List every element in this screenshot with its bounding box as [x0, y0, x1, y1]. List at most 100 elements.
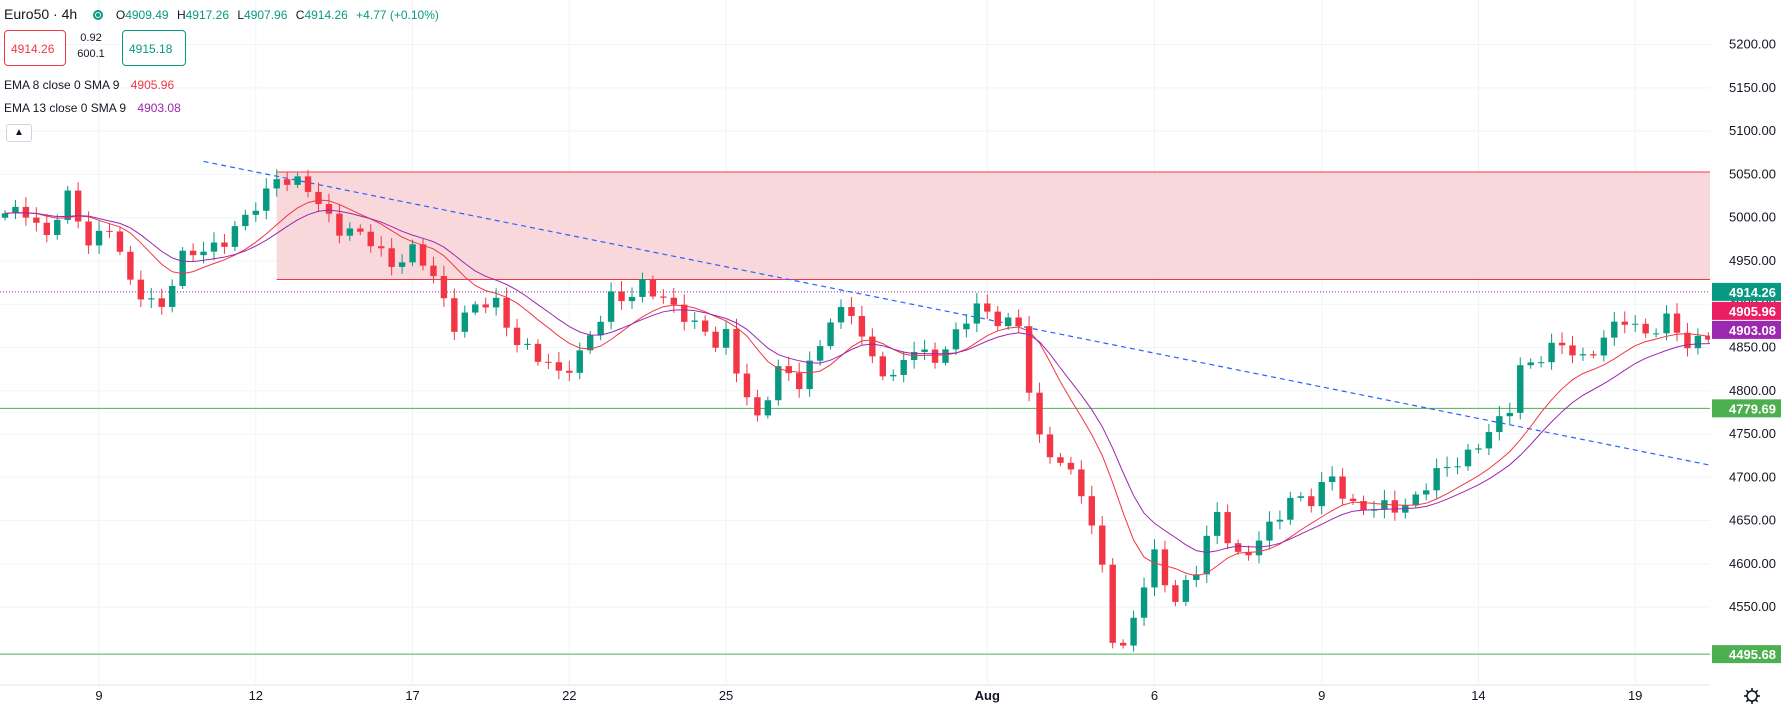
candle [1172, 580, 1179, 607]
candle [1454, 457, 1461, 475]
fib-zone-fill[interactable] [276, 171, 1781, 280]
candle-body [1548, 342, 1555, 363]
time-tick-label: 25 [719, 688, 733, 703]
candle-body [242, 214, 249, 227]
candle [367, 223, 374, 253]
indicator-ema8[interactable]: EMA 8 close 0 SMA 9 4905.96 [4, 78, 174, 92]
candle [639, 272, 646, 303]
candle [315, 182, 322, 212]
collapse-legend-button[interactable]: ▲ [6, 124, 32, 142]
candle-body [1224, 512, 1231, 544]
candle [137, 270, 145, 308]
price-tick-label: 4700.00 [1729, 469, 1776, 484]
candle [492, 288, 500, 316]
candle [900, 351, 907, 383]
price-tick-label: 4800.00 [1729, 383, 1776, 398]
candle [1642, 318, 1649, 338]
candle [796, 362, 803, 398]
sell-button[interactable]: 4914.26 [4, 30, 66, 66]
candle [1464, 443, 1472, 472]
candle-body [524, 343, 531, 346]
candle [597, 315, 604, 341]
candle [775, 359, 782, 406]
candle [482, 297, 489, 314]
candle-body [1663, 313, 1670, 334]
candle [566, 360, 573, 382]
candle [1182, 574, 1190, 607]
candle-body [587, 335, 594, 351]
candle [1537, 356, 1545, 368]
descending-trendline[interactable] [203, 160, 1719, 468]
candle-body [1130, 617, 1137, 646]
gear-icon[interactable] [1744, 688, 1760, 704]
candle [816, 339, 824, 366]
candle [1611, 311, 1618, 346]
candle [1245, 545, 1252, 561]
candle-body [1537, 362, 1545, 364]
indicator-ema13[interactable]: EMA 13 close 0 SMA 9 4903.08 [4, 101, 181, 115]
chevron-up-icon: ▲ [14, 127, 24, 138]
candle-body [1632, 323, 1639, 325]
close-label: C [295, 8, 305, 22]
candle [837, 299, 845, 329]
candle [451, 288, 458, 340]
candle-body [461, 312, 468, 332]
candle-body [576, 350, 583, 373]
candle [973, 293, 981, 333]
fibonacci-zone[interactable]: 1(5052.86)0.786(4928.62) [276, 157, 1781, 280]
candle-body [806, 360, 813, 390]
price-tick-label: 4950.00 [1729, 253, 1776, 268]
ema13-price-tag-text: 4903.08 [1729, 323, 1776, 338]
buy-button[interactable]: 4915.18 [122, 30, 186, 66]
candle-body [200, 251, 207, 256]
candle [1475, 443, 1482, 454]
candle-body [660, 296, 667, 298]
level-price-tag-text: 4779.69 [1729, 401, 1776, 416]
candle-body [137, 279, 145, 300]
candle [1652, 328, 1660, 338]
candle [952, 322, 960, 356]
candle-body [64, 190, 71, 220]
candle [942, 346, 949, 366]
level-price-tag: 4495.68 [1712, 645, 1781, 664]
candle-body [879, 356, 886, 377]
high-label: H [176, 8, 186, 22]
time-axis[interactable]: 912172225Aug6914192227Sep612 [0, 684, 1781, 707]
candle [1663, 305, 1670, 341]
candle [1287, 491, 1294, 525]
symbol-title[interactable]: Euro50 · 4h [4, 6, 78, 22]
candle-body [304, 176, 312, 192]
candle [921, 339, 928, 361]
candle-body [681, 304, 688, 322]
candle [1705, 332, 1712, 343]
candle [294, 172, 301, 188]
candle-body [1527, 362, 1534, 366]
candle-body [1579, 354, 1587, 356]
candle [85, 211, 92, 254]
candle-body [1443, 466, 1451, 469]
candle [430, 256, 437, 284]
trend-line[interactable] [203, 160, 1719, 468]
candle [994, 305, 1001, 331]
candle [304, 169, 312, 198]
eye-icon[interactable] [92, 10, 103, 20]
candle [628, 287, 636, 309]
current-price-tag: 4914.26 [1712, 282, 1781, 301]
candle-body [618, 291, 625, 302]
candle-body [1600, 337, 1608, 356]
candle-body [1025, 326, 1033, 393]
candle-body [503, 297, 510, 328]
horizontal-levels[interactable] [0, 291, 1710, 655]
candle-body [1339, 476, 1346, 499]
candle [1088, 485, 1095, 535]
candle-body [273, 179, 280, 189]
candle-body [263, 188, 270, 211]
price-axis[interactable]: 4550.00 4600.00 4650.00 4700.00 4750.00 4800.… [1710, 0, 1781, 707]
symbol-legend: Euro50 · 4h O4909.49 H4917.26 L4907.96 C… [4, 6, 444, 22]
candle [398, 254, 406, 274]
high-value: 4917.26 [185, 8, 229, 22]
candle-body [1255, 540, 1263, 556]
candle [701, 315, 709, 337]
candle-body [1590, 354, 1597, 356]
